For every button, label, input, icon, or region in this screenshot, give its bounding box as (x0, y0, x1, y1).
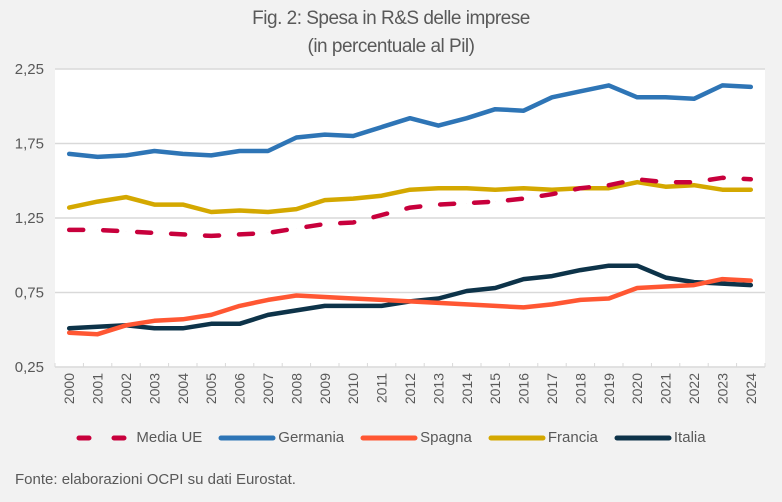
x-tick-label: 2007 (260, 373, 276, 404)
y-tick-label: 0,25 (15, 359, 44, 376)
x-tick-label: 2013 (430, 373, 446, 404)
x-tick-label: 2010 (345, 373, 361, 404)
legend-item: Germania (218, 429, 344, 446)
x-tick-label: 2023 (714, 373, 730, 404)
y-tick-label: 2,25 (15, 61, 44, 78)
legend-item: Spagna (360, 429, 472, 446)
x-tick-label: 2004 (175, 373, 191, 404)
line-chart: 0,25 0,75 1,25 1,75 2,25 2000 2001 2002 2003 200… (15, 61, 766, 404)
x-tick-label: 2003 (146, 373, 162, 404)
legend-label: Germania (278, 429, 345, 446)
legend-item: Francia (488, 429, 598, 446)
legend-swatch (488, 435, 546, 440)
legend-label: Media UE (136, 429, 203, 446)
x-tick-label: 2019 (601, 373, 617, 404)
legend-swatch (76, 435, 134, 440)
legend-swatch (360, 435, 418, 440)
legend: Media UE Germania Spagna Francia Italia (0, 429, 782, 446)
x-tick-label: 2016 (516, 373, 532, 404)
x-tick-label: 2018 (572, 373, 588, 404)
x-tick-label: 2006 (232, 373, 248, 404)
x-tick-label: 2012 (402, 373, 418, 404)
x-tick-label: 2011 (374, 373, 390, 403)
legend-item: Media UE (76, 429, 202, 446)
x-tick-label: 2024 (743, 373, 759, 404)
x-tick-label: 2022 (686, 373, 702, 404)
legend-label: Italia (673, 429, 706, 446)
x-tick-label: 2017 (544, 373, 560, 404)
x-tick-label: 2021 (658, 373, 674, 404)
x-tick-label: 2009 (317, 373, 333, 404)
x-tick-label: 2000 (61, 373, 77, 404)
y-tick-label: 0,75 (15, 285, 44, 302)
y-tick-label: 1,75 (15, 136, 44, 153)
x-tick-label: 2015 (487, 373, 503, 404)
legend-swatch (614, 435, 672, 440)
x-tick-label: 2002 (118, 373, 134, 404)
legend-label: Francia (547, 429, 598, 446)
legend-swatch (218, 435, 276, 440)
legend-item: Italia (614, 429, 706, 446)
y-tick-label: 1,25 (15, 210, 44, 227)
x-tick-label: 2005 (203, 373, 219, 404)
x-tick-label: 2020 (629, 373, 645, 404)
chart-subtitle: (in percentuale al Pil) (307, 36, 475, 57)
source-note: Fonte: elaborazioni OCPI su dati Eurosta… (15, 471, 296, 488)
x-tick-label: 2001 (90, 373, 106, 404)
x-tick-label: 2008 (288, 373, 304, 404)
legend-label: Spagna (420, 429, 472, 446)
chart-title: Fig. 2: Spesa in R&S delle imprese (252, 8, 530, 29)
x-tick-label: 2014 (459, 373, 475, 404)
